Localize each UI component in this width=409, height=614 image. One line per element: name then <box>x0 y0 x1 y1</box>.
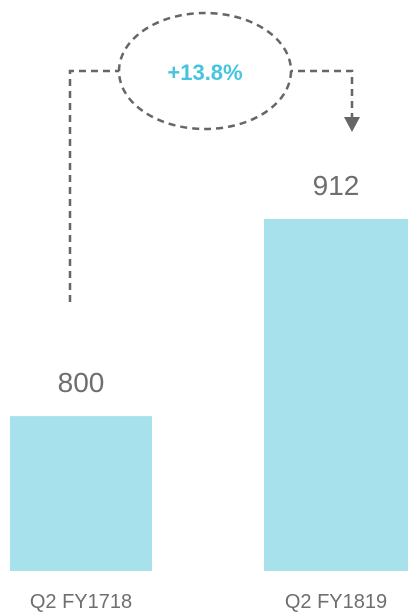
data-label-q2-fy1819: 912 <box>313 170 360 201</box>
arrow-down-icon <box>344 117 360 132</box>
bar-q2-fy1718 <box>10 416 152 571</box>
growth-connector-left <box>68 69 125 302</box>
category-label-q2-fy1819: Q2 FY1819 <box>285 591 387 613</box>
category-label-q2-fy1718: Q2 FY1718 <box>30 591 132 613</box>
growth-ellipse <box>117 11 293 131</box>
data-label-q2-fy1718: 800 <box>58 367 105 398</box>
growth-annotation: +13.8% <box>167 60 242 85</box>
growth-connector-right <box>286 69 354 118</box>
bar-q2-fy1819 <box>264 219 408 571</box>
